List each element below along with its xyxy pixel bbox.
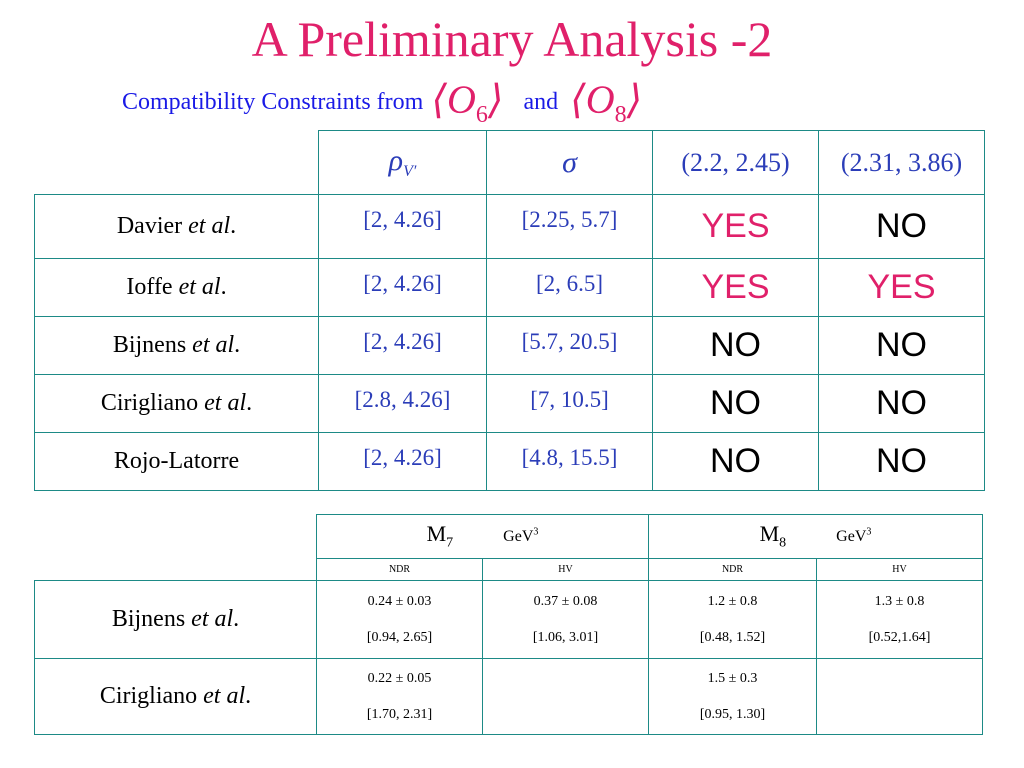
unit-label: GeV3 [503, 526, 539, 546]
corner-cell [35, 515, 317, 559]
value-cell [482, 658, 649, 735]
sigma-range: [2, 6.5] [486, 258, 653, 317]
scheme-label: NDR [648, 558, 817, 581]
operator-o8: ⟨O8⟩ [570, 76, 643, 128]
slide-subtitle: Compatibility Constraints from ⟨O6⟩ and … [122, 76, 650, 128]
value-cell: 0.24 ± 0.03 [0.94, 2.65] [316, 580, 483, 659]
compat-a: NO [652, 316, 819, 375]
header-m7: M7 GeV3 [316, 514, 649, 559]
header-sigma: σ [486, 130, 653, 195]
compat-a: YES [652, 258, 819, 317]
rho-range: [2.8, 4.26] [318, 374, 487, 433]
row-name: Davier et al. [34, 194, 319, 259]
sigma-range: [2.25, 5.7] [486, 194, 653, 259]
compat-b: NO [818, 194, 985, 259]
subtitle-prefix: Compatibility Constraints from [122, 88, 424, 115]
table-row: Davier et al. [2, 4.26] [2.25, 5.7] YES … [34, 194, 985, 259]
table-row: Cirigliano et al. 0.22 ± 0.05 [1.70, 2.31… [34, 658, 983, 735]
compat-a: NO [652, 432, 819, 491]
rho-range: [2, 4.26] [318, 194, 487, 259]
header-range-b: (2.31, 3.86) [818, 130, 985, 195]
sigma-range: [7, 10.5] [486, 374, 653, 433]
rho-range: [2, 4.26] [318, 316, 487, 375]
value-cell [816, 658, 983, 735]
corner-cell [35, 559, 317, 581]
subtitle-and: and [523, 88, 559, 115]
compat-b: NO [818, 374, 985, 433]
table-row: Bijnens et al. [2, 4.26] [5.7, 20.5] NO … [34, 316, 985, 375]
scheme-row: NDR HV NDR HV [35, 558, 983, 581]
rho-range: [2, 4.26] [318, 432, 487, 491]
value-cell: 0.37 ± 0.08 [1.06, 3.01] [482, 580, 649, 659]
header-m8: M8 GeV3 [648, 514, 983, 559]
corner-cell [35, 131, 319, 195]
table-header-row: M7 GeV3 M8 GeV3 [35, 514, 983, 559]
value-cell: 1.3 ± 0.8 [0.52,1.64] [816, 580, 983, 659]
row-name: Cirigliano et al. [34, 374, 319, 433]
compatibility-table: ρV′ σ (2.2, 2.45) (2.31, 3.86) Davier et… [34, 130, 985, 491]
table-row: Rojo-Latorre [2, 4.26] [4.8, 15.5] NO NO [34, 432, 985, 491]
operator-o6: ⟨O6⟩ [431, 76, 504, 128]
table-row: Bijnens et al. 0.24 ± 0.03 [0.94, 2.65] 0… [34, 580, 983, 659]
rho-range: [2, 4.26] [318, 258, 487, 317]
row-name: Rojo-Latorre [34, 432, 319, 491]
matrix-elements-table: M7 GeV3 M8 GeV3 NDR HV NDR HV Bijnens et a… [34, 514, 983, 735]
compat-a: YES [652, 194, 819, 259]
row-name: Bijnens et al. [34, 580, 317, 659]
table-row: Cirigliano et al. [2.8, 4.26] [7, 10.5] … [34, 374, 985, 433]
row-name: Cirigliano et al. [34, 658, 317, 735]
scheme-label: HV [482, 558, 649, 581]
slide-title: A Preliminary Analysis -2 [251, 11, 773, 67]
row-name: Ioffe et al. [34, 258, 319, 317]
row-name: Bijnens et al. [34, 316, 319, 375]
value-cell: 1.2 ± 0.8 [0.48, 1.52] [648, 580, 817, 659]
compat-b: NO [818, 432, 985, 491]
compat-b: NO [818, 316, 985, 375]
header-rho: ρV′ [318, 130, 487, 195]
value-cell: 1.5 ± 0.3 [0.95, 1.30] [648, 658, 817, 735]
scheme-label: NDR [316, 558, 483, 581]
value-cell: 0.22 ± 0.05 [1.70, 2.31] [316, 658, 483, 735]
compat-b: YES [818, 258, 985, 317]
header-range-a: (2.2, 2.45) [652, 130, 819, 195]
compat-a: NO [652, 374, 819, 433]
table-header-row: ρV′ σ (2.2, 2.45) (2.31, 3.86) [35, 130, 985, 195]
scheme-label: HV [816, 558, 983, 581]
sigma-range: [5.7, 20.5] [486, 316, 653, 375]
table-row: Ioffe et al. [2, 4.26] [2, 6.5] YES YES [34, 258, 985, 317]
unit-label: GeV3 [836, 526, 872, 546]
sigma-range: [4.8, 15.5] [486, 432, 653, 491]
